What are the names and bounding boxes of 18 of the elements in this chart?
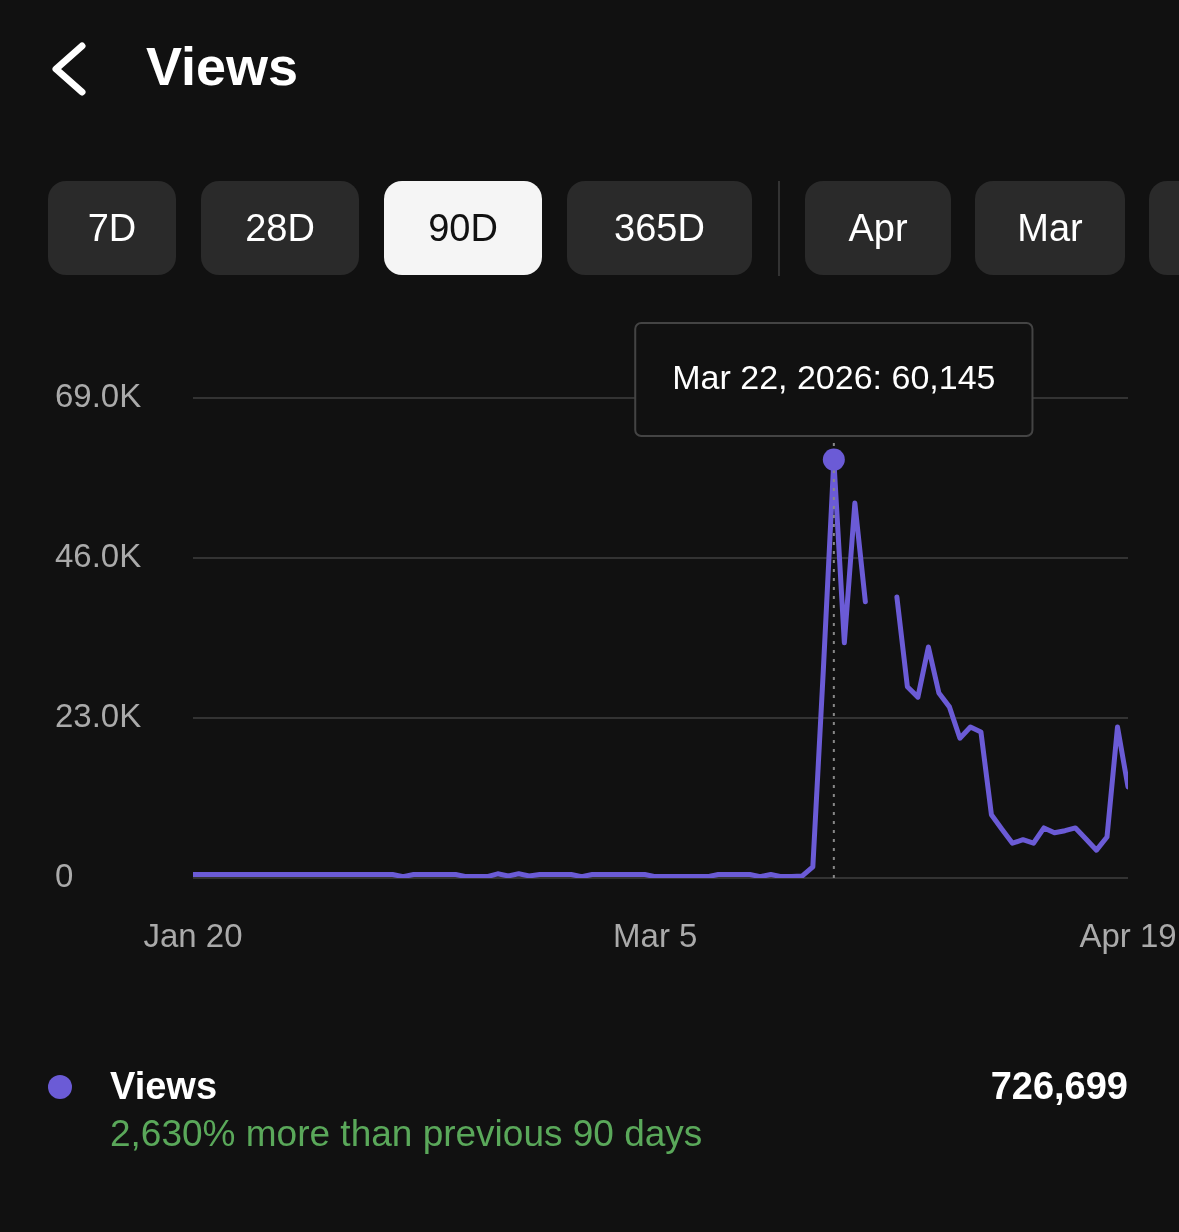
text: Apr	[805, 181, 951, 275]
annotation: Mar 22, 2026: 60,145	[672, 357, 996, 396]
x-tick-label: Jan 20	[143, 916, 243, 954]
text: 2,630% more than previous 90 days	[110, 1112, 703, 1156]
x-tick-label: Mar 5	[613, 916, 698, 954]
y-tick-label: 69.0K	[55, 377, 142, 415]
text: 365D	[567, 181, 752, 275]
y-tick-label: 23.0K	[55, 697, 142, 735]
y-tick-label: 46.0K	[55, 537, 142, 575]
legend-label: Views	[110, 1064, 218, 1109]
text: 28D	[201, 181, 359, 275]
text: Mar	[975, 181, 1125, 275]
chart-title: Views	[146, 35, 299, 98]
text: 726,699	[990, 1064, 1128, 1109]
text: 7D	[48, 181, 176, 275]
y-tick-label: 0	[55, 857, 74, 895]
x-tick-label: Apr 19	[1079, 916, 1177, 954]
text: 90D	[384, 181, 542, 275]
